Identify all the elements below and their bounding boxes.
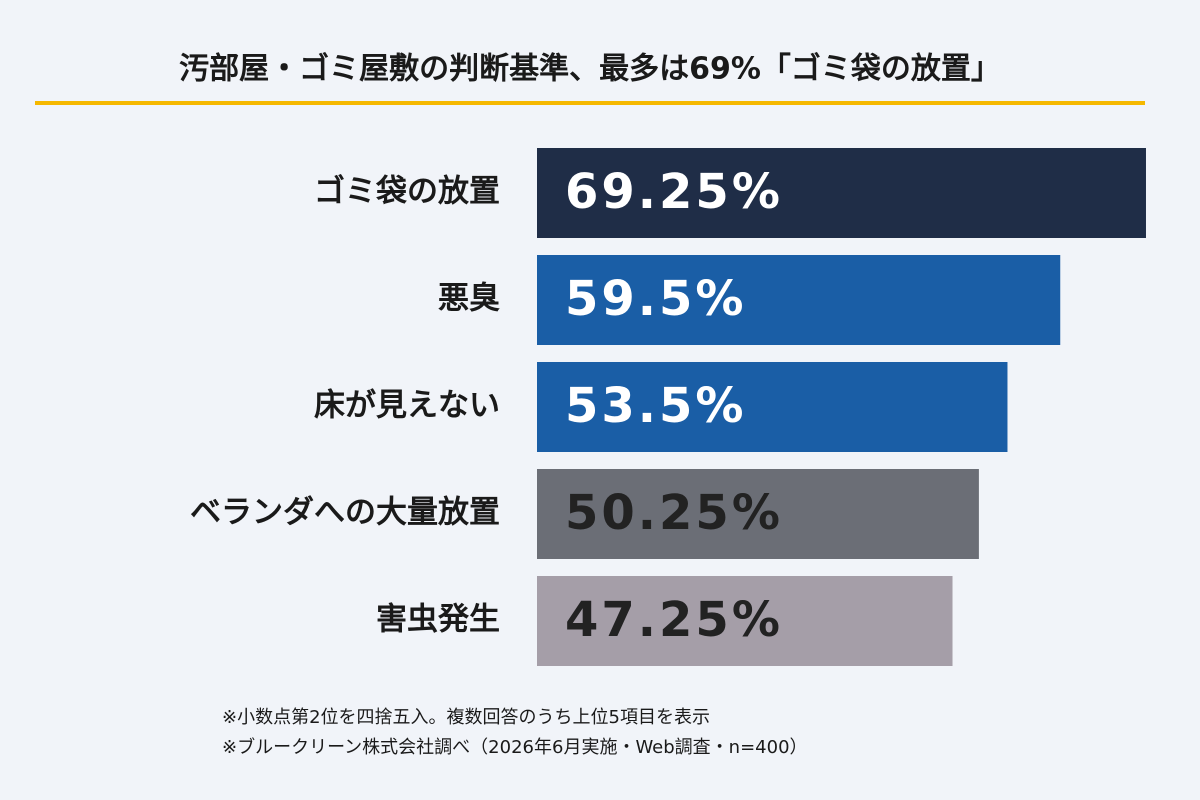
category-label: ベランダへの大量放置 (190, 495, 500, 531)
bar (537, 362, 1008, 452)
category-label: 悪臭 (438, 281, 500, 317)
footnote: ※ブルークリーン株式会社調べ（2026年6月実施・Web調査・n=400） (222, 736, 808, 758)
chart-title: 汚部屋・ゴミ屋敷の判断基準、最多は69%「ゴミ袋の放置」 (179, 52, 1001, 87)
value-label: 53.5% (565, 378, 747, 434)
bar (537, 255, 1061, 345)
title-underline (35, 101, 1145, 105)
value-label: 47.25% (565, 592, 783, 648)
value-label: 50.25% (565, 485, 783, 541)
category-label: ゴミ袋の放置 (314, 174, 500, 210)
footnote: ※小数点第2位を四捨五入。複数回答のうち上位5項目を表示 (222, 707, 710, 728)
category-label: 害虫発生 (376, 602, 500, 638)
bar (537, 576, 953, 666)
value-label: 69.25% (565, 164, 783, 220)
bar (537, 148, 1146, 238)
value-label: 59.5% (565, 271, 747, 327)
category-label: 床が見えない (314, 388, 500, 424)
bar (537, 469, 979, 559)
